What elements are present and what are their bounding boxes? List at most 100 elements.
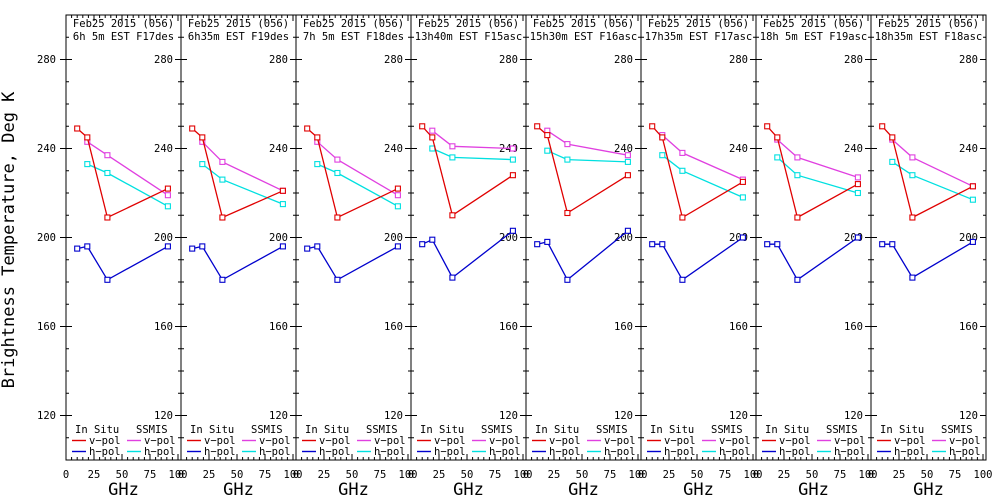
- legend-label-vpol: v−pol: [834, 435, 866, 447]
- panel-subtitle: 13h40m EST F15asc: [415, 31, 522, 43]
- y-tick-label-inner: 280: [499, 54, 518, 66]
- y-tick-label-inner: 240: [729, 143, 748, 155]
- data-marker: [624, 172, 631, 179]
- panel-title: Feb25 2015 (056): [418, 18, 519, 30]
- legend-label-vpol: v−pol: [144, 435, 176, 447]
- x-axis-label: GHz: [338, 480, 369, 500]
- data-marker: [104, 169, 111, 177]
- data-marker: [509, 145, 516, 152]
- y-tick-label: 120: [37, 410, 56, 422]
- x-tick-label: 50: [691, 469, 704, 481]
- legend-label-hpol: h−pol: [604, 446, 636, 458]
- y-axis-label: Brightness Temperature, Deg K: [0, 91, 19, 389]
- legend-label-vpol: v−pol: [434, 435, 466, 447]
- data-marker: [854, 174, 861, 181]
- x-tick-label: 25: [893, 469, 906, 481]
- y-tick-label-inner: 120: [729, 410, 748, 422]
- x-tick-label: 0: [868, 469, 874, 481]
- panel-subtitle: 6h35m EST F19des: [188, 31, 289, 43]
- y-tick-label-inner: 240: [154, 143, 173, 155]
- data-marker: [764, 241, 771, 248]
- data-marker: [624, 227, 631, 234]
- data-marker: [314, 243, 321, 250]
- data-marker: [304, 245, 311, 252]
- data-marker: [909, 214, 916, 221]
- legend-label-hpol: h−pol: [719, 446, 751, 458]
- x-tick-label: 50: [461, 469, 474, 481]
- data-marker: [854, 181, 861, 188]
- y-tick-label-inner: 280: [614, 54, 633, 66]
- data-marker: [429, 127, 436, 134]
- y-tick-label-inner: 280: [729, 54, 748, 66]
- y-tick-label-inner: 160: [959, 321, 978, 333]
- series-ssmis_h: [314, 161, 401, 210]
- x-tick-label: 0: [638, 469, 644, 481]
- ticks: [870, 15, 986, 460]
- data-marker: [279, 187, 286, 194]
- x-tick-label: 75: [374, 469, 387, 481]
- data-marker: [564, 276, 571, 283]
- series-line: [651, 125, 744, 219]
- series-in_situ_v: [74, 125, 171, 221]
- series-in_situ_v: [879, 123, 976, 221]
- x-tick-label: 25: [88, 469, 101, 481]
- series-ssmis_v: [84, 138, 171, 199]
- series-line: [77, 245, 169, 281]
- y-tick-label: 200: [37, 232, 56, 244]
- y-tick-label: 280: [37, 54, 56, 66]
- data-marker: [624, 152, 631, 159]
- data-marker: [314, 134, 321, 141]
- data-marker: [219, 158, 226, 165]
- x-tick-label: 75: [489, 469, 502, 481]
- series-line: [661, 134, 744, 181]
- y-tick-label-inner: 160: [269, 321, 288, 333]
- data-marker: [394, 243, 401, 250]
- series-in_situ_h: [419, 227, 516, 281]
- series-line: [882, 241, 974, 279]
- data-marker: [74, 125, 81, 132]
- series-line: [766, 125, 859, 219]
- series-in_situ_v: [304, 125, 401, 221]
- legend-label-vpol: v−pol: [549, 435, 581, 447]
- data-marker: [84, 161, 91, 168]
- data-marker: [854, 234, 861, 241]
- x-tick-label: 75: [604, 469, 617, 481]
- x-tick-label: 0: [178, 469, 184, 481]
- data-marker: [104, 214, 111, 221]
- data-marker: [314, 161, 321, 168]
- legend-group-insitu: In Situ: [535, 424, 579, 436]
- legend-label-vpol: v−pol: [89, 435, 121, 447]
- y-tick-label-inner: 120: [269, 410, 288, 422]
- panel-subtitle: 18h 5m EST F19asc: [760, 31, 867, 43]
- series-in_situ_h: [534, 227, 631, 283]
- data-marker: [739, 178, 746, 185]
- data-marker: [334, 276, 341, 283]
- series-in_situ_h: [189, 243, 286, 283]
- x-tick-label: 0: [293, 469, 299, 481]
- data-marker: [334, 156, 341, 163]
- series-line: [537, 230, 629, 281]
- series-ssmis_v: [544, 127, 631, 159]
- legend-group-ssmis: SSMIS: [596, 424, 628, 436]
- data-marker: [219, 276, 226, 283]
- legend-label-vpol: v−pol: [204, 435, 236, 447]
- x-tick-label: 75: [949, 469, 962, 481]
- legend-group-insitu: In Situ: [305, 424, 349, 436]
- x-tick-label: 75: [834, 469, 847, 481]
- series-in_situ_h: [304, 243, 401, 283]
- panel-title: Feb25 2015 (056): [73, 18, 174, 30]
- legend-label-hpol: h−pol: [374, 446, 406, 458]
- legend-label-hpol: h−pol: [949, 446, 981, 458]
- y-tick-label-inner: 280: [154, 54, 173, 66]
- data-marker: [164, 203, 171, 210]
- data-marker: [449, 154, 456, 161]
- data-marker: [889, 241, 896, 248]
- data-marker: [189, 125, 196, 132]
- legend-group-insitu: In Situ: [75, 424, 119, 436]
